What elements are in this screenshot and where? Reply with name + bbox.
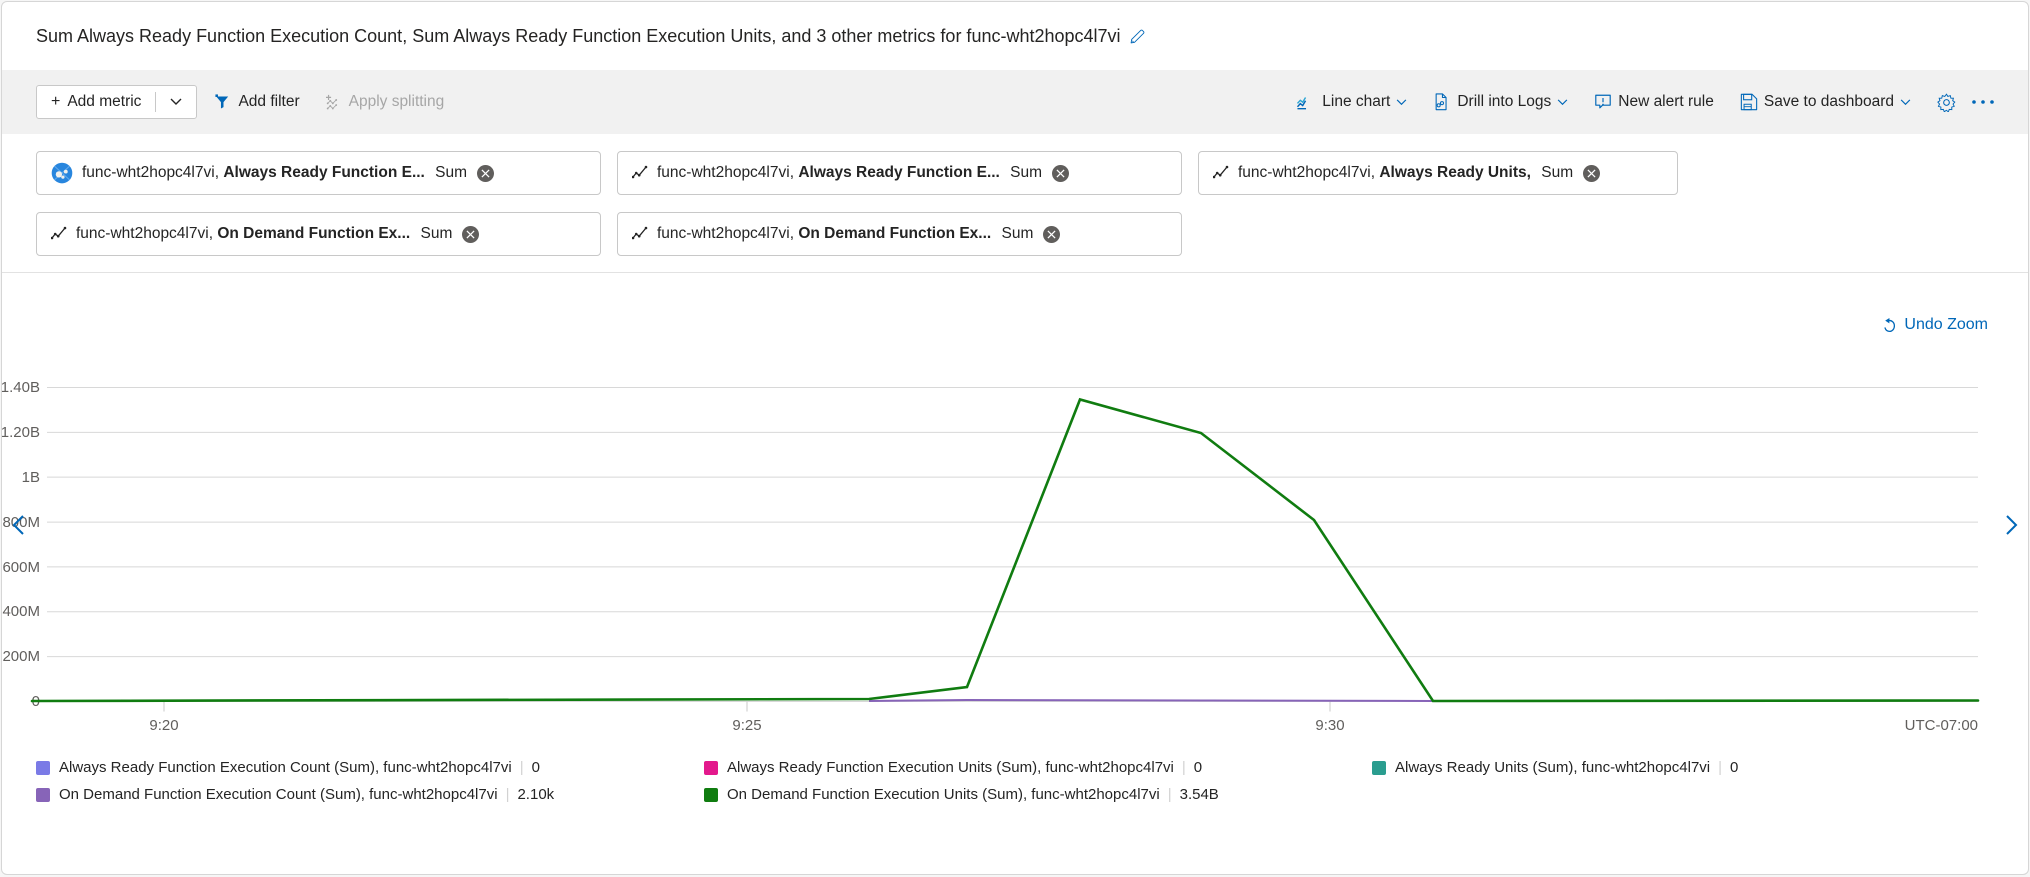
svg-text:1B: 1B bbox=[22, 469, 40, 486]
svg-text:1.40B: 1.40B bbox=[2, 379, 40, 396]
svg-text:400M: 400M bbox=[2, 603, 40, 620]
svg-text:1.20B: 1.20B bbox=[2, 424, 40, 441]
svg-text:UTC-07:00: UTC-07:00 bbox=[1905, 717, 1978, 734]
svg-text:9:30: 9:30 bbox=[1315, 717, 1344, 734]
svg-text:200M: 200M bbox=[2, 648, 40, 665]
svg-text:9:20: 9:20 bbox=[149, 717, 178, 734]
svg-text:600M: 600M bbox=[2, 559, 40, 576]
svg-text:9:25: 9:25 bbox=[732, 717, 761, 734]
